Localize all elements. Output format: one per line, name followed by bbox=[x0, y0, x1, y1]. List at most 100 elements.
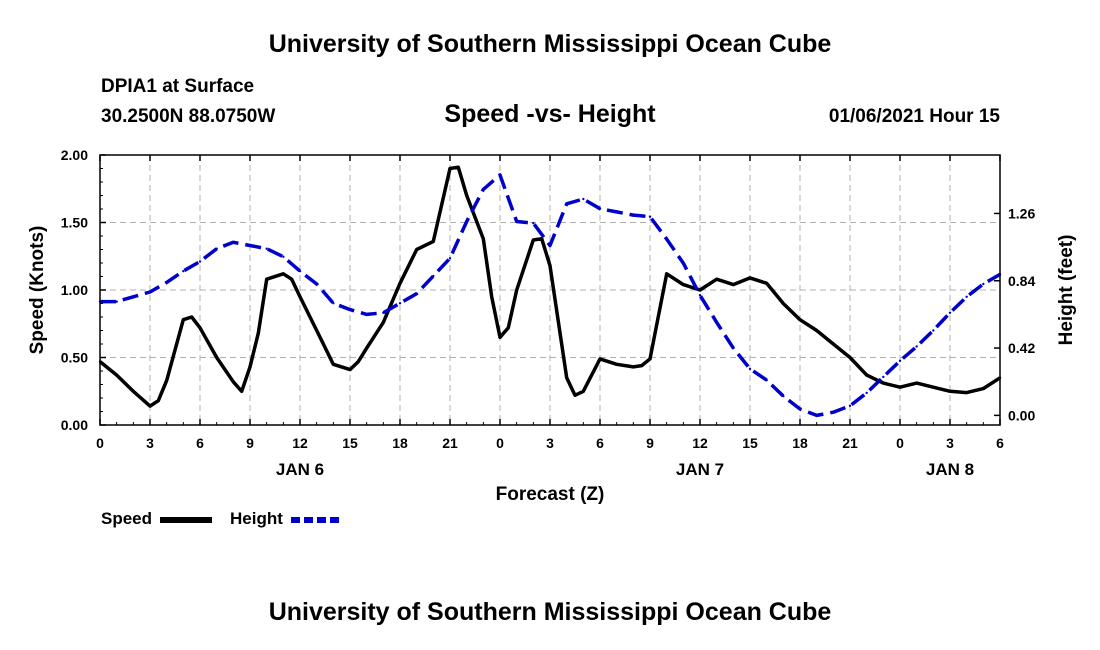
data-point-height bbox=[782, 394, 785, 398]
data-point-height bbox=[265, 247, 268, 250]
data-point-height bbox=[548, 244, 552, 247]
data-point-speed bbox=[982, 387, 985, 390]
x-tick-label: 6 bbox=[196, 435, 204, 451]
x-axis-label: Forecast (Z) bbox=[496, 484, 605, 505]
data-point-speed bbox=[682, 283, 685, 286]
data-point-speed bbox=[932, 386, 935, 389]
data-point-height bbox=[932, 329, 935, 332]
data-point-height bbox=[665, 237, 668, 241]
data-point-height bbox=[282, 255, 285, 258]
data-point-speed bbox=[315, 329, 318, 332]
data-point-height bbox=[865, 391, 868, 395]
data-point-speed bbox=[298, 295, 302, 298]
data-point-speed bbox=[265, 278, 268, 281]
y2-axis-label: Height (feet) bbox=[1056, 235, 1077, 346]
data-point-speed bbox=[282, 272, 285, 275]
data-point-speed bbox=[665, 272, 668, 275]
x-tick-label: 18 bbox=[792, 435, 808, 451]
chart-subtitle: Speed -vs- Height bbox=[444, 100, 656, 128]
data-point-height bbox=[898, 359, 902, 363]
x-tick-label: 3 bbox=[546, 435, 554, 451]
data-point-speed bbox=[582, 390, 585, 393]
data-point-height bbox=[615, 210, 618, 214]
data-point-height bbox=[232, 241, 235, 244]
data-point-speed bbox=[548, 264, 552, 267]
day-label: JAN 6 bbox=[276, 460, 324, 479]
data-point-speed bbox=[432, 240, 435, 243]
data-series bbox=[98, 165, 1002, 418]
data-point-height bbox=[432, 274, 435, 278]
data-point-speed bbox=[232, 380, 235, 383]
data-point-speed bbox=[565, 376, 568, 379]
x-tick-label: 12 bbox=[292, 435, 308, 451]
data-point-height bbox=[965, 295, 968, 298]
y-axis-label: Speed (Knots) bbox=[27, 226, 48, 355]
data-point-speed bbox=[248, 365, 252, 369]
chart-footer-title: University of Southern Mississippi Ocean… bbox=[268, 598, 832, 626]
data-point-height bbox=[198, 260, 202, 263]
data-point-height bbox=[565, 202, 568, 206]
y-tick-label: 2.00 bbox=[61, 147, 88, 163]
data-point-speed bbox=[398, 282, 402, 285]
data-point-height bbox=[715, 321, 718, 324]
data-point-speed bbox=[848, 356, 852, 359]
data-point-height bbox=[765, 378, 768, 382]
data-point-speed bbox=[365, 346, 368, 350]
data-point-speed bbox=[457, 165, 460, 169]
data-point-speed bbox=[540, 237, 543, 240]
data-point-speed bbox=[332, 363, 335, 366]
x-tick-label: 21 bbox=[842, 435, 858, 451]
data-point-speed bbox=[290, 278, 293, 281]
forecast-datetime: 01/06/2021 Hour 15 bbox=[828, 106, 1000, 127]
x-tick-label: 15 bbox=[742, 435, 758, 451]
data-point-height bbox=[582, 197, 585, 201]
data-point-height bbox=[882, 375, 885, 379]
data-point-height bbox=[315, 282, 318, 286]
data-point-speed bbox=[465, 194, 468, 197]
data-point-height bbox=[732, 346, 735, 350]
data-point-height bbox=[182, 269, 185, 273]
x-tick-label: 3 bbox=[946, 435, 954, 451]
data-point-height bbox=[848, 404, 852, 407]
plot-frame bbox=[99, 154, 1001, 426]
y-tick-label: 1.00 bbox=[61, 282, 88, 298]
data-point-speed bbox=[782, 302, 785, 305]
data-point-speed bbox=[573, 394, 577, 397]
legend-height-label: Height bbox=[230, 509, 283, 528]
data-point-height bbox=[598, 207, 602, 210]
data-point-speed bbox=[257, 332, 260, 335]
data-point-speed bbox=[148, 404, 152, 408]
data-point-speed bbox=[882, 381, 885, 385]
data-point-height bbox=[748, 367, 752, 371]
data-point-speed bbox=[815, 329, 818, 332]
data-point-height bbox=[948, 311, 952, 315]
data-point-height bbox=[682, 261, 685, 265]
data-point-height bbox=[398, 301, 402, 305]
data-point-speed bbox=[240, 390, 243, 393]
x-tick-label: 9 bbox=[646, 435, 654, 451]
data-point-speed bbox=[515, 288, 518, 292]
y-tick-label: 1.50 bbox=[61, 215, 88, 231]
data-point-speed bbox=[132, 390, 135, 393]
data-point-speed bbox=[732, 283, 735, 286]
data-point-height bbox=[915, 345, 918, 348]
data-point-height bbox=[982, 282, 985, 286]
data-point-speed bbox=[448, 167, 452, 170]
day-label: JAN 7 bbox=[676, 460, 724, 479]
data-point-speed bbox=[190, 315, 193, 319]
data-point-height bbox=[832, 410, 835, 414]
data-point-height bbox=[415, 292, 418, 295]
x-tick-label: 21 bbox=[442, 435, 458, 451]
y-tick-label: 0.00 bbox=[61, 417, 88, 433]
data-point-height bbox=[515, 220, 518, 223]
data-point-height bbox=[448, 257, 452, 260]
data-point-speed bbox=[482, 237, 485, 240]
data-point-speed bbox=[415, 248, 418, 251]
data-point-speed bbox=[165, 379, 168, 382]
data-point-height bbox=[332, 301, 335, 305]
day-label: JAN 8 bbox=[926, 460, 974, 479]
data-point-height bbox=[165, 281, 168, 284]
data-point-height bbox=[632, 213, 635, 217]
data-point-speed bbox=[832, 342, 835, 346]
x-tick-label: 0 bbox=[896, 435, 904, 451]
